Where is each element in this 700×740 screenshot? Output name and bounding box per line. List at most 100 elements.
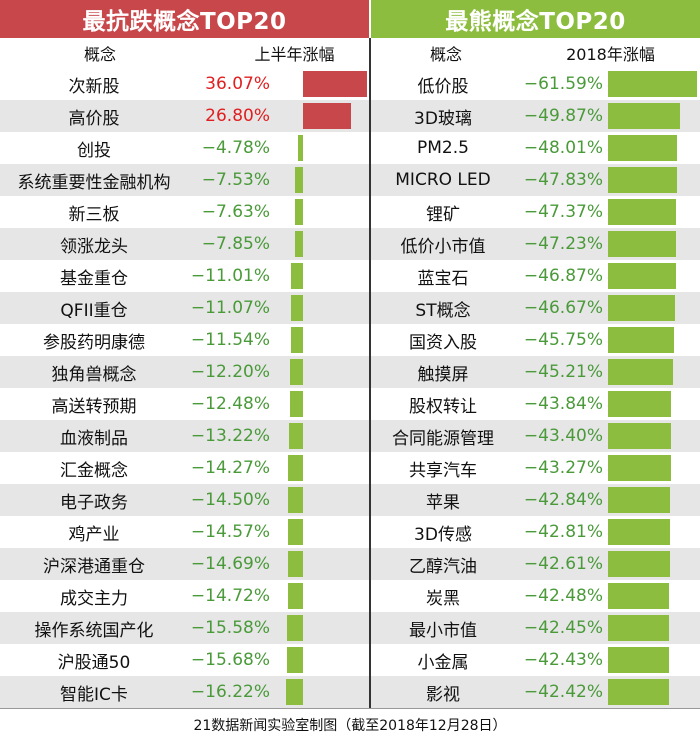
negative-bar: [287, 583, 303, 609]
negative-bar: [297, 135, 303, 161]
table-row: 最小市值 −42.45%: [371, 612, 700, 644]
negative-bar: [295, 167, 303, 193]
negative-bar: [287, 551, 303, 577]
category-label: 操作系统国产化: [34, 620, 154, 641]
table-row: 独角兽概念 −12.20%: [0, 356, 369, 388]
table-row: QFII重仓 −11.07%: [0, 292, 369, 324]
category-label: 汇金概念: [60, 460, 128, 481]
data-label: −48.01%: [523, 138, 603, 158]
negative-bar: [289, 423, 303, 449]
negative-bar: [608, 487, 670, 513]
category-label: 乙醇汽油: [409, 556, 477, 577]
negative-bar: [295, 199, 303, 225]
data-label: −61.59%: [523, 74, 603, 94]
negative-bar: [286, 679, 303, 705]
negative-bar: [288, 455, 303, 481]
data-label: −14.50%: [190, 490, 270, 510]
data-label: −12.48%: [190, 394, 270, 414]
category-label: 次新股: [68, 76, 120, 97]
data-label: −42.81%: [523, 522, 603, 542]
data-label: −12.20%: [190, 362, 270, 382]
table-row: 汇金概念 −14.27%: [0, 452, 369, 484]
negative-bar: [289, 391, 303, 417]
positive-bar: [303, 103, 351, 129]
negative-bar: [608, 71, 697, 97]
data-label: −46.67%: [523, 298, 603, 318]
category-label: 成交主力: [60, 588, 128, 609]
table-row: 蓝宝石 −46.87%: [371, 260, 700, 292]
data-label: −43.27%: [523, 458, 603, 478]
negative-bar: [608, 167, 678, 193]
data-label: −47.23%: [523, 234, 603, 254]
table-row: 触摸屏 −45.21%: [371, 356, 700, 388]
category-label: 蓝宝石: [417, 268, 469, 289]
data-label: −42.84%: [523, 490, 603, 510]
data-label: −14.57%: [190, 522, 270, 542]
category-label: 智能IC卡: [60, 684, 128, 705]
category-label: 高送转预期: [51, 396, 137, 417]
category-label: 低价股: [417, 76, 469, 97]
table-row: 参股药明康德 −11.54%: [0, 324, 369, 356]
category-label: 国资入股: [409, 332, 477, 353]
data-label: −42.45%: [523, 618, 603, 638]
table-row: 新三板 −7.63%: [0, 196, 369, 228]
table-row: MICRO LED −47.83%: [371, 164, 700, 196]
data-label: −4.78%: [201, 138, 270, 158]
negative-bar: [286, 615, 303, 641]
category-label: 小金属: [417, 652, 469, 673]
negative-bar: [290, 359, 303, 385]
category-label: 鸡产业: [68, 524, 120, 545]
table-row: ST概念 −46.67%: [371, 292, 700, 324]
data-label: 36.07%: [205, 74, 270, 94]
negative-bar: [608, 455, 671, 481]
category-label: 电子政务: [60, 492, 128, 513]
category-label: 沪深港通重仓: [43, 556, 145, 577]
data-label: −7.53%: [201, 170, 270, 190]
positive-bar: [303, 71, 367, 97]
negative-bar: [608, 583, 670, 609]
negative-bar: [608, 551, 670, 577]
negative-bar: [608, 647, 670, 673]
data-label: −7.85%: [201, 234, 270, 254]
category-label: 系统重要性金融机构: [17, 172, 171, 193]
negative-bar: [608, 679, 670, 705]
negative-bar: [608, 615, 670, 641]
data-label: −42.42%: [523, 682, 603, 702]
table-row: 创投 −4.78%: [0, 132, 369, 164]
negative-bar: [608, 103, 681, 129]
negative-bar: [291, 295, 303, 321]
table-row: 国资入股 −45.75%: [371, 324, 700, 356]
negative-bar: [608, 231, 677, 257]
data-label: −47.37%: [523, 202, 603, 222]
category-label: 领涨龙头: [60, 236, 128, 257]
data-label: −15.68%: [190, 650, 270, 670]
table-row: 次新股 36.07%: [0, 68, 369, 100]
data-label: −11.07%: [190, 298, 270, 318]
table-row: 锂矿 −47.37%: [371, 196, 700, 228]
table-row: 沪股通50 −15.68%: [0, 644, 369, 676]
table-row: 炭黑 −42.48%: [371, 580, 700, 612]
data-label: −16.22%: [190, 682, 270, 702]
data-label: −47.83%: [523, 170, 603, 190]
panel-divider: [369, 38, 371, 708]
category-label: 最小市值: [409, 620, 477, 641]
data-label: −45.75%: [523, 330, 603, 350]
negative-bar: [608, 359, 674, 385]
data-label: −14.69%: [190, 554, 270, 574]
table-row: 低价股 −61.59%: [371, 68, 700, 100]
negative-bar: [608, 327, 675, 353]
table-row: 沪深港通重仓 −14.69%: [0, 548, 369, 580]
table-row: 成交主力 −14.72%: [0, 580, 369, 612]
table-row: 苹果 −42.84%: [371, 484, 700, 516]
negative-bar: [608, 199, 677, 225]
category-label: 创投: [77, 140, 111, 161]
negative-bar: [290, 327, 303, 353]
table-row: 合同能源管理 −43.40%: [371, 420, 700, 452]
left-value-header: 上半年涨幅: [254, 45, 335, 64]
category-label: 血液制品: [60, 428, 128, 449]
category-label: 影视: [426, 684, 460, 705]
category-label: QFII重仓: [60, 300, 128, 321]
table-row: 血液制品 −13.22%: [0, 420, 369, 452]
category-label: 参股药明康德: [43, 332, 145, 353]
data-label: −7.63%: [201, 202, 270, 222]
